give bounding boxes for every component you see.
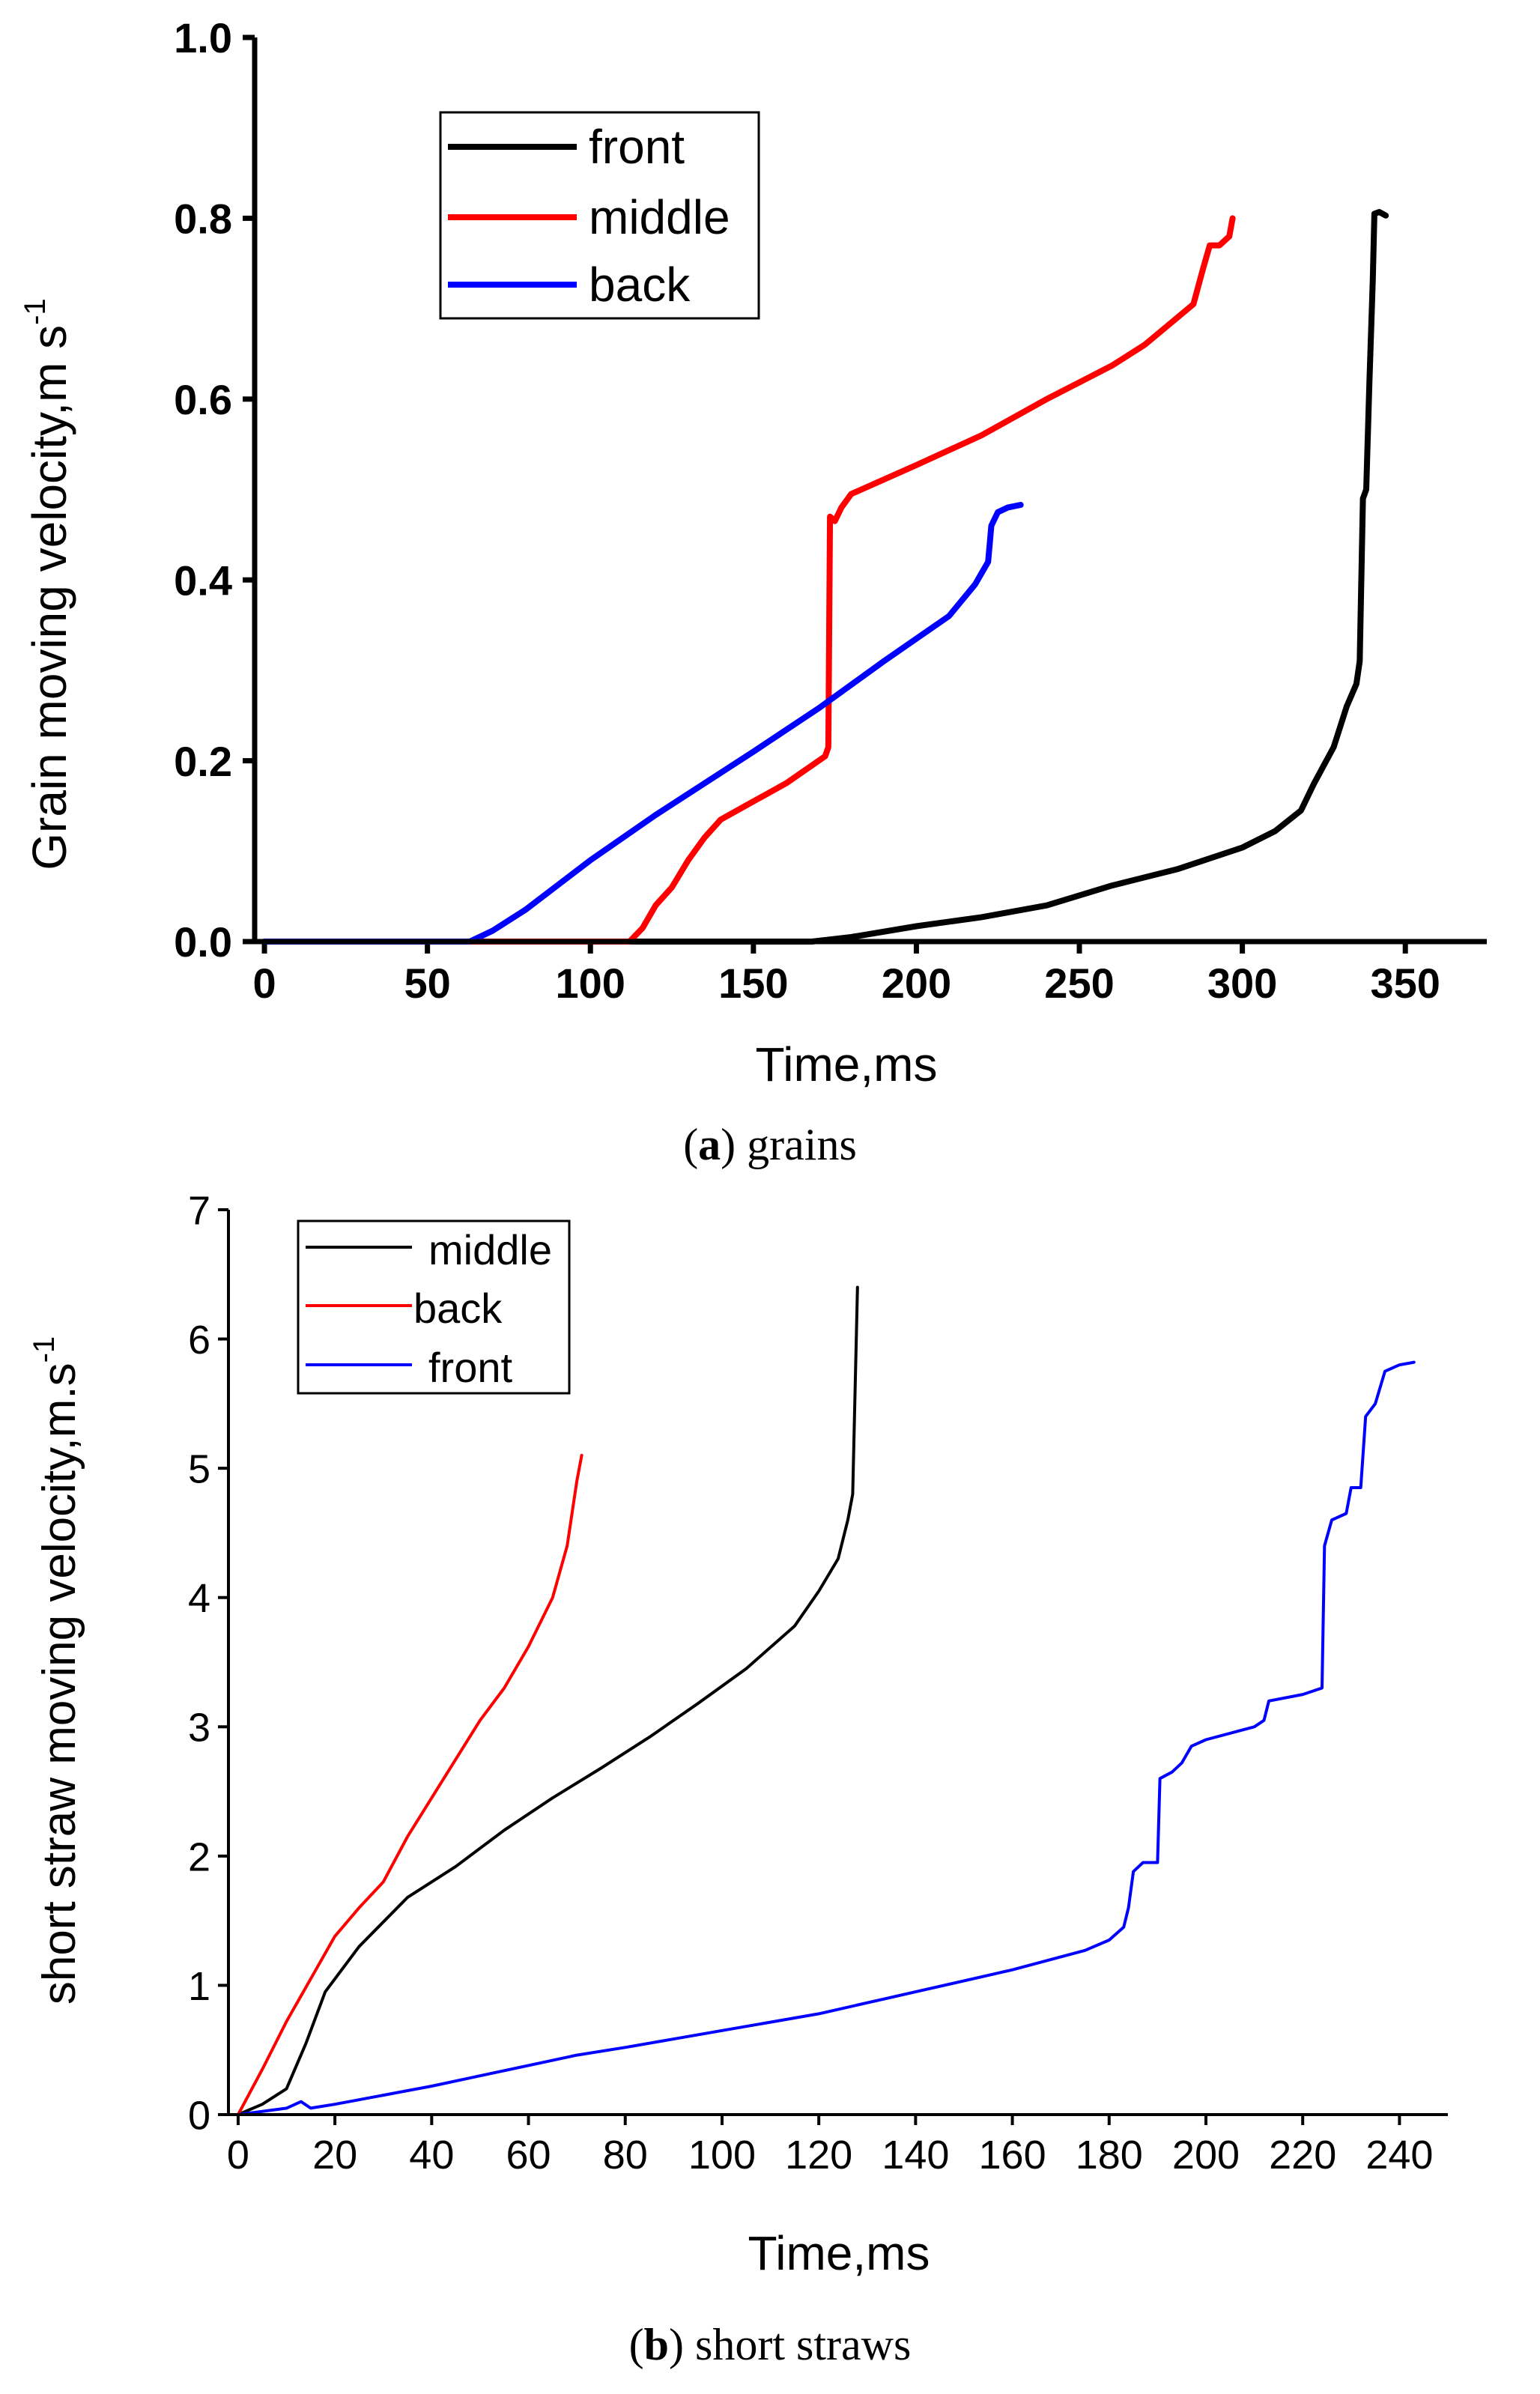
chart-a-ylabel: Grain moving velocity,m s-1 [19, 298, 76, 870]
chart-a-caption: (a) grains [683, 1120, 857, 1169]
chart-a-xlabel: Time,ms [756, 1037, 938, 1091]
chart-a-ytick-label-1: 0.2 [174, 738, 232, 785]
chart-b-series-back-line [236, 1453, 583, 2116]
chart-b-xtick-label-100: 100 [688, 2133, 756, 2178]
chart-b-ytick-label-5: 5 [188, 1447, 210, 1492]
chart-b-xtick-label-80: 80 [603, 2133, 648, 2178]
chart-b-series-front-line [236, 1360, 1416, 2116]
chart-b-caption: (b) short straws [629, 2320, 912, 2369]
chart-a-xtick-label-300: 300 [1207, 960, 1277, 1007]
chart-a-xtick-label-150: 150 [718, 960, 788, 1007]
chart-a-xtick-label-50: 50 [404, 960, 450, 1007]
chart-b-xtick-label-220: 220 [1269, 2133, 1336, 2178]
chart-a-ytick-label-0: 0.0 [174, 918, 232, 966]
chart-a-xtick-label-350: 350 [1370, 960, 1440, 1007]
chart-b-xtick-label-60: 60 [506, 2133, 551, 2178]
chart-b-ylabel: short straw moving velocity,m.s-1 [28, 1336, 85, 2004]
chart-b-ytick-label-0: 0 [188, 2093, 210, 2138]
chart-a-xtick-label-0: 0 [252, 960, 276, 1007]
chart-b-xtick-label-200: 200 [1172, 2133, 1240, 2178]
chart-b-xtick-label-120: 120 [785, 2133, 852, 2178]
chart-a-legend-label-back: back [589, 258, 691, 312]
chart-a-axes [252, 37, 1487, 945]
chart-b-xtick-label-0: 0 [227, 2133, 249, 2178]
chart-a-xtick-label-250: 250 [1044, 960, 1114, 1007]
chart-a-xtick-label-100: 100 [556, 960, 625, 1007]
chart-b-xlabel: Time,ms [748, 2226, 930, 2280]
chart-a-xtick-label-200: 200 [882, 960, 951, 1007]
chart-a-series-back-line [261, 502, 1024, 945]
chart-a-ytick-label-5: 1.0 [174, 14, 232, 61]
chart-b-ticks: 0 20 40 60 80 100 120 140 160 180 200 220 240 0 1 2 3 4 5 6… [188, 1188, 1433, 2178]
chart-b-xtick-label-20: 20 [312, 2133, 357, 2178]
chart-a-ytick-label-3: 0.6 [174, 376, 232, 423]
chart-b-legend-label-middle: middle [428, 1226, 552, 1273]
chart-b-ytick-label-7: 7 [188, 1188, 210, 1233]
chart-b-legend-label-front: front [428, 1344, 512, 1391]
chart-b-xtick-label-140: 140 [882, 2133, 949, 2178]
chart-b-xtick-label-40: 40 [409, 2133, 454, 2178]
chart-b-series [236, 1285, 1416, 2116]
chart-b-ytick-label-1: 1 [188, 1964, 210, 2009]
chart-b-xtick-label-160: 160 [979, 2133, 1046, 2178]
chart-a-series [261, 209, 1389, 945]
chart-a-ticks: 0 50 100 150 200 250 300 350 0.0 0.2 0.4 0.6 0.8 1.0 [174, 14, 1440, 1007]
chart-a-legend-label-middle: middle [589, 190, 730, 244]
chart-b-ytick-label-3: 3 [188, 1706, 210, 1751]
chart-b-legend-label-back: back [413, 1285, 503, 1332]
chart-a: 0 50 100 150 200 250 300 3500.00.20.40.60.81.0 … [19, 14, 1487, 1169]
chart-b-xtick-label-240: 240 [1365, 2133, 1433, 2178]
chart-a-legend: front middle back [439, 111, 760, 320]
chart-a-ytick-label-4: 0.8 [174, 196, 232, 243]
chart-a-series-front-line [261, 209, 1389, 945]
chart-a-legend-label-front: front [589, 120, 685, 174]
chart-b-series-middle-line [236, 1285, 859, 2116]
chart-b-ytick-label-4: 4 [188, 1576, 210, 1621]
chart-a-series-middle-line [261, 215, 1236, 945]
chart-b: 0 20 40 60 80 100 120 140 160 180 200 220 240 0 1 2 3 4 5 6… [28, 1188, 1448, 2369]
chart-a-ytick-label-2: 0.4 [174, 557, 232, 604]
chart-b-ytick-label-6: 6 [188, 1318, 210, 1363]
chart-b-xtick-label-180: 180 [1076, 2133, 1143, 2178]
chart-b-legend: middle back front [297, 1219, 571, 1395]
chart-b-ytick-label-2: 2 [188, 1834, 210, 1879]
